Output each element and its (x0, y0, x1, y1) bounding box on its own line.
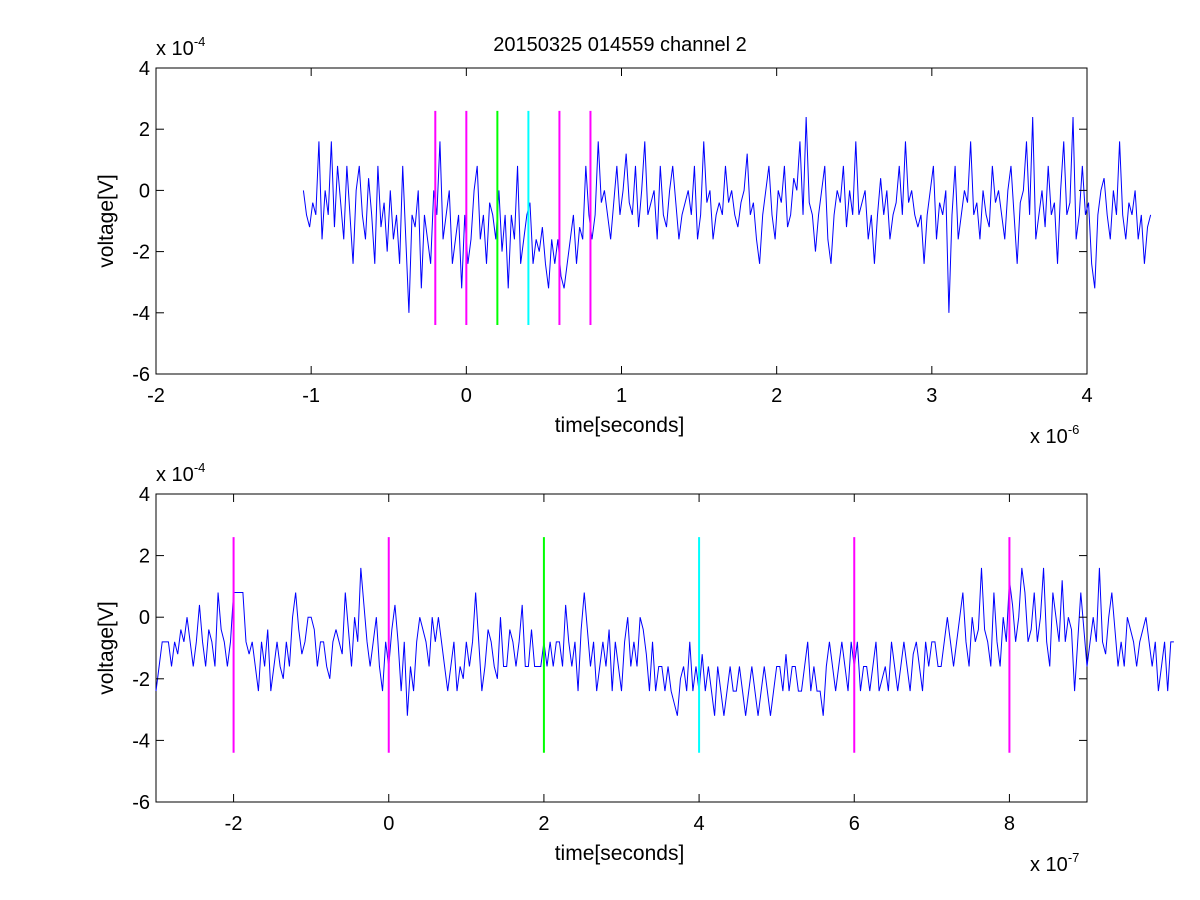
x-tick-label: 4 (1081, 385, 1092, 407)
y-tick-label: -4 (132, 303, 150, 325)
y-tick-label: 4 (139, 484, 150, 506)
y-tick-label: -4 (132, 730, 150, 752)
figure-title: 20150325 014559 channel 2 (493, 34, 747, 56)
x-exponent-base: x 10 (1030, 426, 1068, 448)
y-exponent-base: x 10 (156, 464, 194, 486)
x-exponent-multiplier: x 10-7 (1030, 850, 1079, 876)
y-tick-label: 2 (139, 546, 150, 568)
x-tick-label: 2 (538, 813, 549, 835)
x-exponent-base: x 10 (1030, 854, 1068, 876)
x-tick-label: 2 (771, 385, 782, 407)
y-exponent-power: -4 (194, 34, 206, 49)
x-axis-label: time[seconds] (555, 414, 685, 437)
x-tick-label: 0 (461, 385, 472, 407)
x-exponent-power: -7 (1068, 850, 1080, 865)
bottom-axes: -2 0 2 4 6 8 -6 -4 -2 0 2 4 time[seconds] voltage[V] x… (95, 460, 1174, 876)
y-tick-label: 0 (139, 180, 150, 202)
x-tick-label: -1 (302, 385, 320, 407)
y-exponent-multiplier: x 10-4 (156, 460, 205, 486)
y-tick-label: 2 (139, 119, 150, 141)
top-axes: -2 -1 0 1 2 3 4-6-4-2024time[seconds]voltage[V… (95, 34, 1152, 448)
y-tick-label: 0 (139, 607, 150, 629)
axes-frame (155, 493, 1088, 803)
y-axis-label: voltage[V] (95, 601, 118, 694)
x-tick-label: 4 (694, 813, 705, 835)
y-tick-label: -2 (132, 242, 150, 264)
x-axis-label: time[seconds] (555, 842, 685, 865)
signal-series-line (155, 567, 1174, 716)
x-tick-label: -2 (147, 385, 165, 407)
y-axis-label: voltage[V] (95, 174, 118, 267)
y-tick-label: -2 (132, 669, 150, 691)
x-tick-label: -2 (225, 813, 243, 835)
x-tick-label: 3 (926, 385, 937, 407)
x-tick-label: 6 (849, 813, 860, 835)
x-exponent-multiplier: x 10-6 (1030, 422, 1079, 448)
y-exponent-multiplier: x 10-4 (156, 34, 205, 60)
y-exponent-power: -4 (194, 460, 206, 475)
x-exponent-power: -6 (1068, 422, 1080, 437)
signal-series-line (302, 116, 1152, 313)
y-tick-label: 4 (139, 58, 150, 80)
y-tick-label: -6 (132, 792, 150, 814)
x-tick-label: 1 (616, 385, 627, 407)
y-tick-label: -6 (132, 364, 150, 386)
y-exponent-base: x 10 (156, 38, 194, 60)
x-tick-label: 8 (1004, 813, 1015, 835)
x-tick-label: 0 (383, 813, 394, 835)
